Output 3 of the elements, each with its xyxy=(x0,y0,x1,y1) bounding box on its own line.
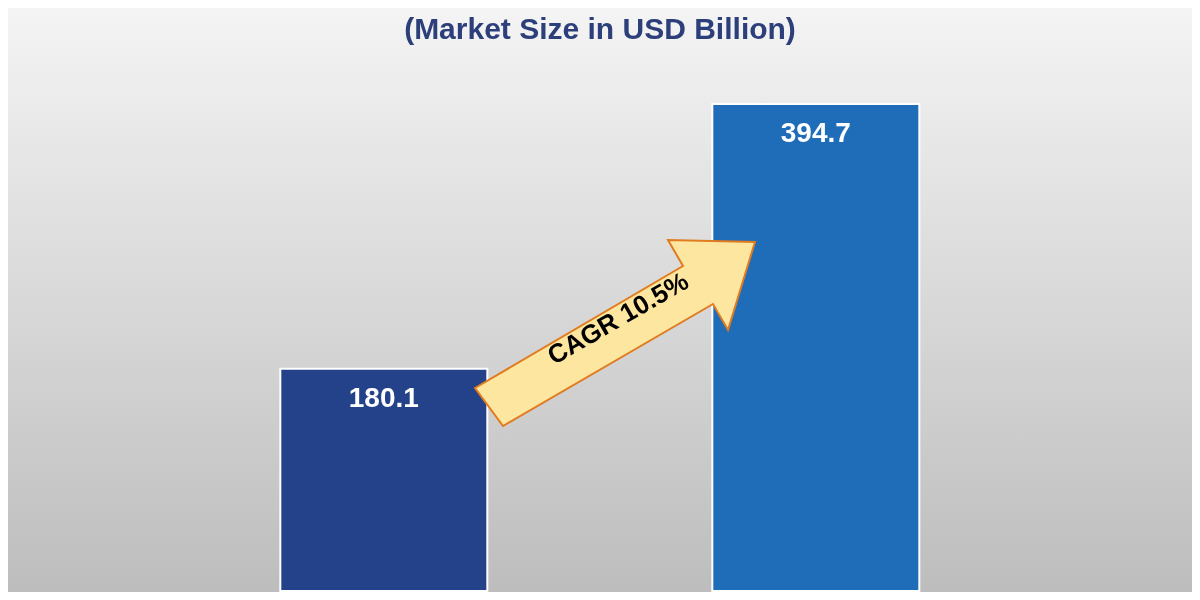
data-label: 180.1 xyxy=(348,381,419,413)
data-label: 394.7 xyxy=(780,116,851,148)
chart-title: (Market Size in USD Billion) xyxy=(403,12,797,46)
